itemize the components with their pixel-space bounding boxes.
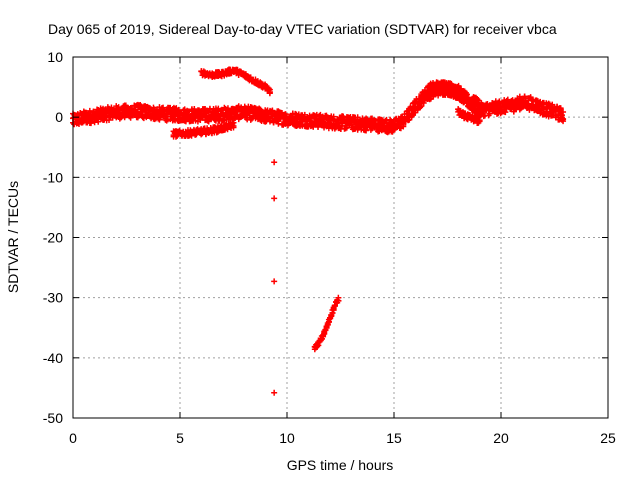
data-layer	[70, 66, 567, 396]
x-tick-label: 0	[69, 430, 77, 446]
data-point	[271, 278, 278, 285]
data-point	[265, 85, 272, 92]
data-point	[354, 114, 361, 121]
x-tick-label: 5	[176, 430, 184, 446]
data-point	[406, 116, 413, 123]
data-point	[457, 85, 464, 92]
data-point	[95, 118, 102, 125]
chart-title: Day 065 of 2019, Sidereal Day-to-day VTE…	[48, 21, 557, 37]
series-2	[455, 106, 483, 126]
y-tick-label: -40	[43, 350, 63, 366]
series-0	[70, 80, 567, 136]
series-4	[170, 119, 237, 140]
data-point	[417, 104, 424, 111]
data-point	[476, 113, 483, 120]
y-axis-label: SDTVAR / TECUs	[5, 181, 21, 293]
data-point	[330, 307, 337, 314]
series-6	[311, 294, 342, 353]
data-point	[502, 109, 509, 116]
data-point	[271, 159, 278, 166]
data-point	[230, 119, 237, 126]
data-point	[325, 319, 332, 326]
data-point	[400, 121, 407, 128]
data-point	[545, 100, 552, 107]
data-point	[271, 389, 278, 396]
data-point	[266, 89, 273, 96]
x-tick-label: 25	[600, 430, 616, 446]
data-point	[335, 297, 342, 304]
x-tick-label: 15	[386, 430, 402, 446]
data-point	[191, 106, 198, 113]
series-3	[198, 66, 273, 97]
data-point	[115, 104, 122, 111]
data-point	[163, 117, 170, 124]
data-point	[331, 303, 338, 310]
data-point	[412, 109, 419, 116]
y-tick-label: -10	[43, 169, 63, 185]
y-tick-label: 10	[47, 49, 63, 65]
y-tick-label: -30	[43, 290, 63, 306]
data-point	[560, 115, 567, 122]
data-point	[271, 195, 278, 202]
data-point	[106, 117, 113, 124]
axis-layer: 0 5 10 15 20 25 -50 -40 -30 -20 -10 0 10	[43, 49, 616, 446]
y-tick-label: -50	[43, 410, 63, 426]
data-point	[418, 103, 425, 110]
data-point	[476, 104, 483, 111]
x-tick-label: 20	[493, 430, 509, 446]
data-point	[475, 97, 482, 104]
x-axis-label: GPS time / hours	[287, 457, 394, 473]
series-5	[271, 159, 278, 396]
data-point	[560, 109, 567, 116]
y-tick-label: 0	[55, 109, 63, 125]
data-point	[486, 110, 493, 117]
data-point	[420, 99, 427, 106]
series-1	[425, 79, 483, 114]
data-point	[557, 105, 564, 112]
data-point	[88, 120, 95, 127]
y-tick-label: -20	[43, 230, 63, 246]
x-tick-label: 10	[279, 430, 295, 446]
